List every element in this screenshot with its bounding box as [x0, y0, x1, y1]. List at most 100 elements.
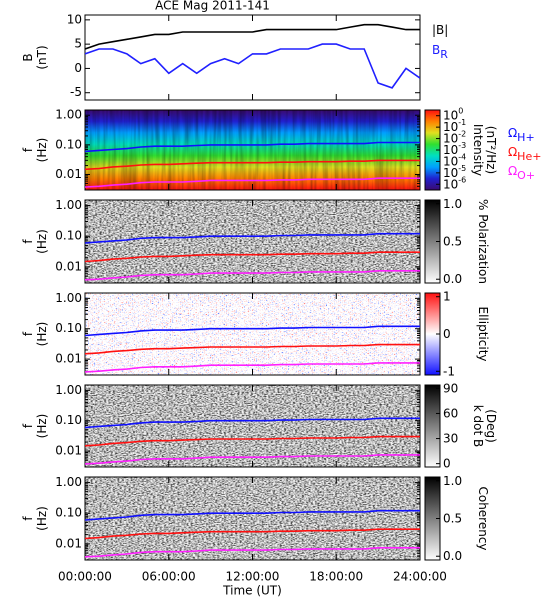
y-tick-label: 0.01 [55, 259, 82, 273]
data-line [85, 232, 420, 244]
y-axis-label: f(Hz) [21, 506, 49, 531]
colorbar-tick-label: 60 [443, 406, 458, 420]
spectrogram [85, 200, 420, 283]
data-line [85, 251, 420, 263]
legend-sub: R [440, 48, 448, 61]
data-line [85, 417, 420, 429]
colorbar-tick-exp: -3 [458, 141, 466, 150]
colorbar-label-name: Coherency [477, 486, 491, 550]
legend-sub: He+ [517, 150, 541, 163]
data-line [85, 159, 420, 171]
legend-name: |B| [432, 23, 448, 37]
y-axis-label-unit: (nT) [35, 45, 49, 69]
y-tick-label: 5 [74, 37, 82, 51]
spectrogram [85, 477, 420, 560]
y-axis-label-name: f [21, 147, 35, 152]
y-axis-label: B(nT) [21, 45, 49, 69]
y-tick-label: 0.01 [55, 444, 82, 458]
y-tick-label: 0.10 [55, 506, 82, 520]
x-tick-label: 06:00:00 [142, 570, 196, 584]
data-line [85, 23, 420, 50]
y-tick-label: 1.00 [55, 198, 82, 212]
y-tick-label: 0 [74, 61, 82, 75]
spectrogram [85, 293, 420, 375]
colorbar-tick-label: 1 [443, 289, 451, 303]
data-line [85, 509, 420, 521]
colorbar-tick-label: 1.0 [443, 473, 462, 487]
legend-entry: ΩHe+ [508, 145, 541, 164]
colorbar-tick-text: 10 [443, 165, 458, 179]
data-line [85, 325, 420, 337]
x-axis-label: Time (UT) [222, 584, 282, 598]
legend-entry: |B| [432, 23, 448, 37]
colorbar-tick-text: 0 [443, 327, 451, 341]
colorbar-label-name: Ellipticity [477, 307, 491, 362]
legend-name: B [432, 43, 440, 57]
colorbar-label: Intensity(nT²/Hz) [472, 124, 499, 176]
y-axis-label-unit: (Hz) [35, 322, 49, 347]
colorbar-tick-label: 0.5 [443, 234, 462, 248]
colorbar-tick-text: 60 [443, 406, 458, 420]
y-tick-label: 0.01 [55, 167, 82, 181]
spectrogram [85, 385, 420, 467]
colorbar-tick-label: 1.0 [443, 196, 462, 210]
colorbar-tick-text: 10 [443, 120, 458, 134]
plot-frame [84, 14, 421, 101]
y-tick-label: 1.00 [55, 291, 82, 305]
x-tick-label: 24:00:00 [393, 570, 447, 584]
colorbar-tick-text: 1.0 [443, 196, 462, 210]
colorbar-tick-text: 1 [443, 289, 451, 303]
y-axis-label-unit: (Hz) [35, 414, 49, 439]
colorbar-label: % Polarization [477, 199, 491, 284]
y-axis-label-unit: (Hz) [35, 229, 49, 254]
colorbar-tick-label: 0 [443, 327, 451, 341]
x-tick-label: 00:00:00 [58, 570, 112, 584]
colorbar-tick-label: 10-3 [443, 141, 466, 157]
data-line [85, 270, 420, 281]
data-line [85, 547, 420, 558]
y-tick-label: 1.00 [55, 475, 82, 489]
data-line [85, 43, 420, 89]
y-tick-label: 0.01 [55, 352, 82, 366]
legend-entry: ΩO+ [508, 164, 535, 183]
colorbar-tick-label: 10-6 [443, 175, 466, 191]
colorbar-tick-label: 30 [443, 431, 458, 445]
chart-title: ACE Mag 2011-141 [155, 0, 270, 13]
legend-entry: ΩH+ [508, 126, 535, 145]
colorbar-tick-text: 10 [443, 131, 458, 145]
y-tick-label: 0.10 [55, 413, 82, 427]
colorbar-label: k dot B(Deg) [472, 405, 499, 447]
colorbar-tick-text: -1 [443, 364, 455, 378]
y-tick-label: 0.10 [55, 229, 82, 243]
colorbar-tick-text: 1.0 [443, 473, 462, 487]
colorbar-tick-label: 0.0 [443, 549, 462, 563]
legend-sub: H+ [517, 131, 535, 144]
colorbar-tick-exp: -2 [458, 129, 466, 138]
colorbar-label: Coherency [477, 486, 491, 550]
y-axis-label: f(Hz) [21, 138, 49, 163]
y-axis-label: f(Hz) [21, 322, 49, 347]
colorbar-tick-text: 10 [443, 177, 458, 191]
colorbar-tick-label: 10-1 [443, 118, 466, 134]
x-tick-label: 12:00:00 [226, 570, 280, 584]
y-axis-label: f(Hz) [21, 229, 49, 254]
y-tick-label: -5 [70, 85, 82, 99]
colorbar-tick-text: 0.0 [443, 549, 462, 563]
x-tick-label: 18:00:00 [309, 570, 363, 584]
colorbar-tick-label: 100 [443, 106, 463, 122]
y-axis-label-name: f [21, 423, 35, 428]
legend-name: Ω [508, 164, 517, 178]
y-axis-label-unit: (Hz) [35, 138, 49, 163]
legend-name: Ω [508, 145, 517, 159]
colorbar-label-unit: (Deg) [485, 409, 499, 443]
data-line [85, 141, 420, 153]
colorbar-tick-exp: -5 [458, 163, 466, 172]
colorbar-tick-text: 10 [443, 154, 458, 168]
data-line [85, 362, 420, 373]
data-line [85, 528, 420, 540]
colorbar-label-name: Intensity [472, 124, 486, 176]
spectrogram-texture [85, 110, 420, 190]
colorbar-tick-label: 10-5 [443, 163, 466, 179]
colorbar-tick-text: 0.5 [443, 511, 462, 525]
